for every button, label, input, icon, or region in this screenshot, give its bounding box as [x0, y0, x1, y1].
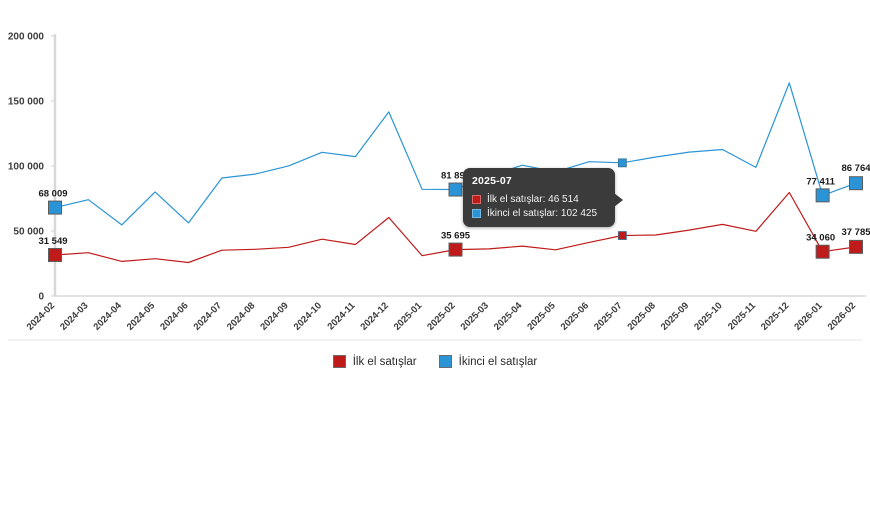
x-tick-label: 2025-03	[459, 300, 491, 332]
y-tick-label: 200 000	[8, 32, 45, 43]
tooltip-swatch-second-hand	[472, 209, 481, 218]
x-tick-label: 2024-08	[225, 300, 257, 332]
x-tick-label: 2025-10	[692, 300, 724, 332]
data-point-marker[interactable]	[617, 158, 627, 168]
x-axis: 2024-02 2024-03 2024-04 2024-05 2024-06 2024-…	[25, 300, 858, 333]
data-point-marker[interactable]	[448, 242, 463, 257]
legend-label-second-hand: İkinci el satışlar	[458, 355, 538, 368]
x-tick-label: 2024-02	[25, 300, 57, 332]
data-point-marker[interactable]	[617, 231, 627, 240]
x-tick-label: 2025-06	[559, 300, 591, 332]
x-tick-label: 2025-12	[759, 300, 791, 332]
tooltip-label-first-hand: İlk el satışlar: 46 514	[487, 194, 579, 205]
tooltip-title: 2025-07	[472, 175, 512, 187]
point-value-label: 68 009	[38, 189, 67, 200]
x-tick-label: 2025-04	[492, 300, 525, 333]
x-tick-label: 2024-05	[125, 300, 158, 333]
x-tick-label: 2024-11	[325, 300, 358, 333]
point-value-label: 31 549	[38, 236, 67, 247]
x-tick-label: 2025-07	[592, 300, 624, 332]
series-markers	[48, 158, 863, 262]
y-tick-label: 100 000	[8, 162, 45, 173]
plot-frame	[8, 34, 866, 341]
x-tick-label: 2024-09	[258, 300, 290, 332]
data-point-marker[interactable]	[448, 182, 463, 197]
point-value-label: 77 411	[806, 176, 835, 187]
point-value-label: 35 695	[441, 231, 471, 242]
x-tick-label: 2026-02	[826, 300, 858, 332]
x-tick-label: 2024-12	[358, 300, 390, 332]
y-tick-label: 0	[38, 292, 44, 303]
point-value-label: 34 060	[806, 233, 835, 244]
data-point-marker[interactable]	[815, 188, 830, 203]
x-tick-label: 2025-05	[525, 300, 558, 333]
data-point-marker[interactable]	[48, 200, 62, 215]
x-tick-label: 2025-02	[425, 300, 457, 332]
x-tick-label: 2024-07	[192, 300, 224, 332]
tooltip-row-first-hand: İlk el satışlar: 46 514	[472, 194, 606, 205]
x-tick-label: 2025-11	[726, 300, 759, 333]
chart-tooltip: 2025-07 İlk el satışlar: 46 514 İkinci e…	[463, 168, 615, 227]
x-tick-label: 2026-01	[792, 300, 825, 333]
point-value-label: 81 894	[441, 171, 471, 182]
legend-item-second-hand[interactable]: İkinci el satışlar	[438, 355, 538, 368]
legend-label-first-hand: İlk el satışlar	[352, 355, 417, 368]
chart-legend: İlk el satışlar İkinci el satışlar	[0, 355, 870, 368]
square-swatch-icon	[332, 355, 346, 368]
y-tick-label: 150 000	[8, 97, 45, 108]
x-tick-label: 2024-06	[158, 300, 190, 332]
point-value-label: 86 764	[841, 163, 870, 174]
series-line	[54, 82, 857, 226]
x-tick-label: 2025-09	[659, 300, 691, 332]
tooltip-swatch-first-hand	[472, 195, 481, 204]
tooltip-pointer-icon	[614, 193, 623, 207]
point-value-labels: 68 009 31 549 81 894 35 695 77 411 34 060 86 7…	[38, 163, 870, 247]
point-value-label: 37 785	[841, 227, 870, 238]
x-tick-label: 2025-08	[625, 300, 657, 332]
y-axis: 0 50 000 100 000 150 000 200 000	[8, 32, 55, 303]
data-point-marker[interactable]	[815, 244, 830, 259]
y-tick-label: 50 000	[13, 227, 44, 238]
data-point-marker[interactable]	[48, 247, 62, 262]
data-point-marker[interactable]	[849, 239, 863, 254]
tooltip-label-second-hand: İkinci el satışlar: 102 425	[487, 208, 598, 219]
data-point-marker[interactable]	[849, 176, 863, 191]
x-tick-label: 2024-10	[292, 300, 324, 332]
square-swatch-icon	[438, 355, 452, 368]
legend-item-first-hand[interactable]: İlk el satışlar	[332, 355, 417, 368]
x-tick-label: 2024-03	[58, 300, 90, 332]
x-tick-label: 2025-01	[392, 300, 425, 333]
tooltip-row-second-hand: İkinci el satışlar: 102 425	[472, 208, 606, 219]
x-tick-label: 2024-04	[91, 300, 124, 333]
